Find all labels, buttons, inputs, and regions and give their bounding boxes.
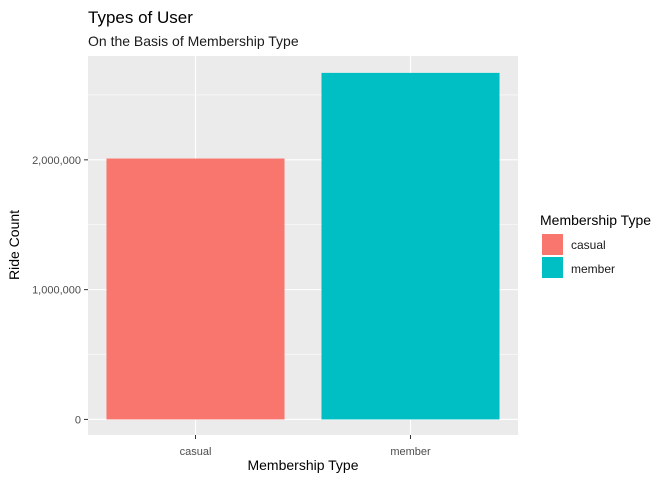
legend-label-member: member	[571, 262, 615, 276]
y-tick-label: 1,000,000	[32, 285, 81, 297]
x-tick-label: casual	[180, 446, 212, 458]
x-tick-label: member	[390, 446, 431, 458]
bar-member	[321, 72, 500, 420]
bars	[106, 72, 500, 420]
legend-swatch-casual	[542, 234, 563, 255]
chart-title: Types of User	[88, 8, 193, 27]
legend: Membership Type casual member	[540, 212, 651, 278]
bar-casual	[106, 158, 285, 420]
x-axis-title: Membership Type	[247, 457, 358, 473]
y-tick-label: 0	[75, 414, 81, 426]
chart-subtitle: On the Basis of Membership Type	[88, 33, 299, 49]
legend-swatch-member	[542, 257, 563, 278]
legend-title: Membership Type	[540, 212, 651, 228]
legend-label-casual: casual	[571, 238, 606, 252]
y-axis: 0 1,000,000 2,000,000	[32, 155, 88, 426]
y-tick-label: 2,000,000	[32, 155, 81, 167]
x-axis: casual member	[180, 435, 431, 458]
y-axis-title: Ride Count	[6, 210, 22, 280]
